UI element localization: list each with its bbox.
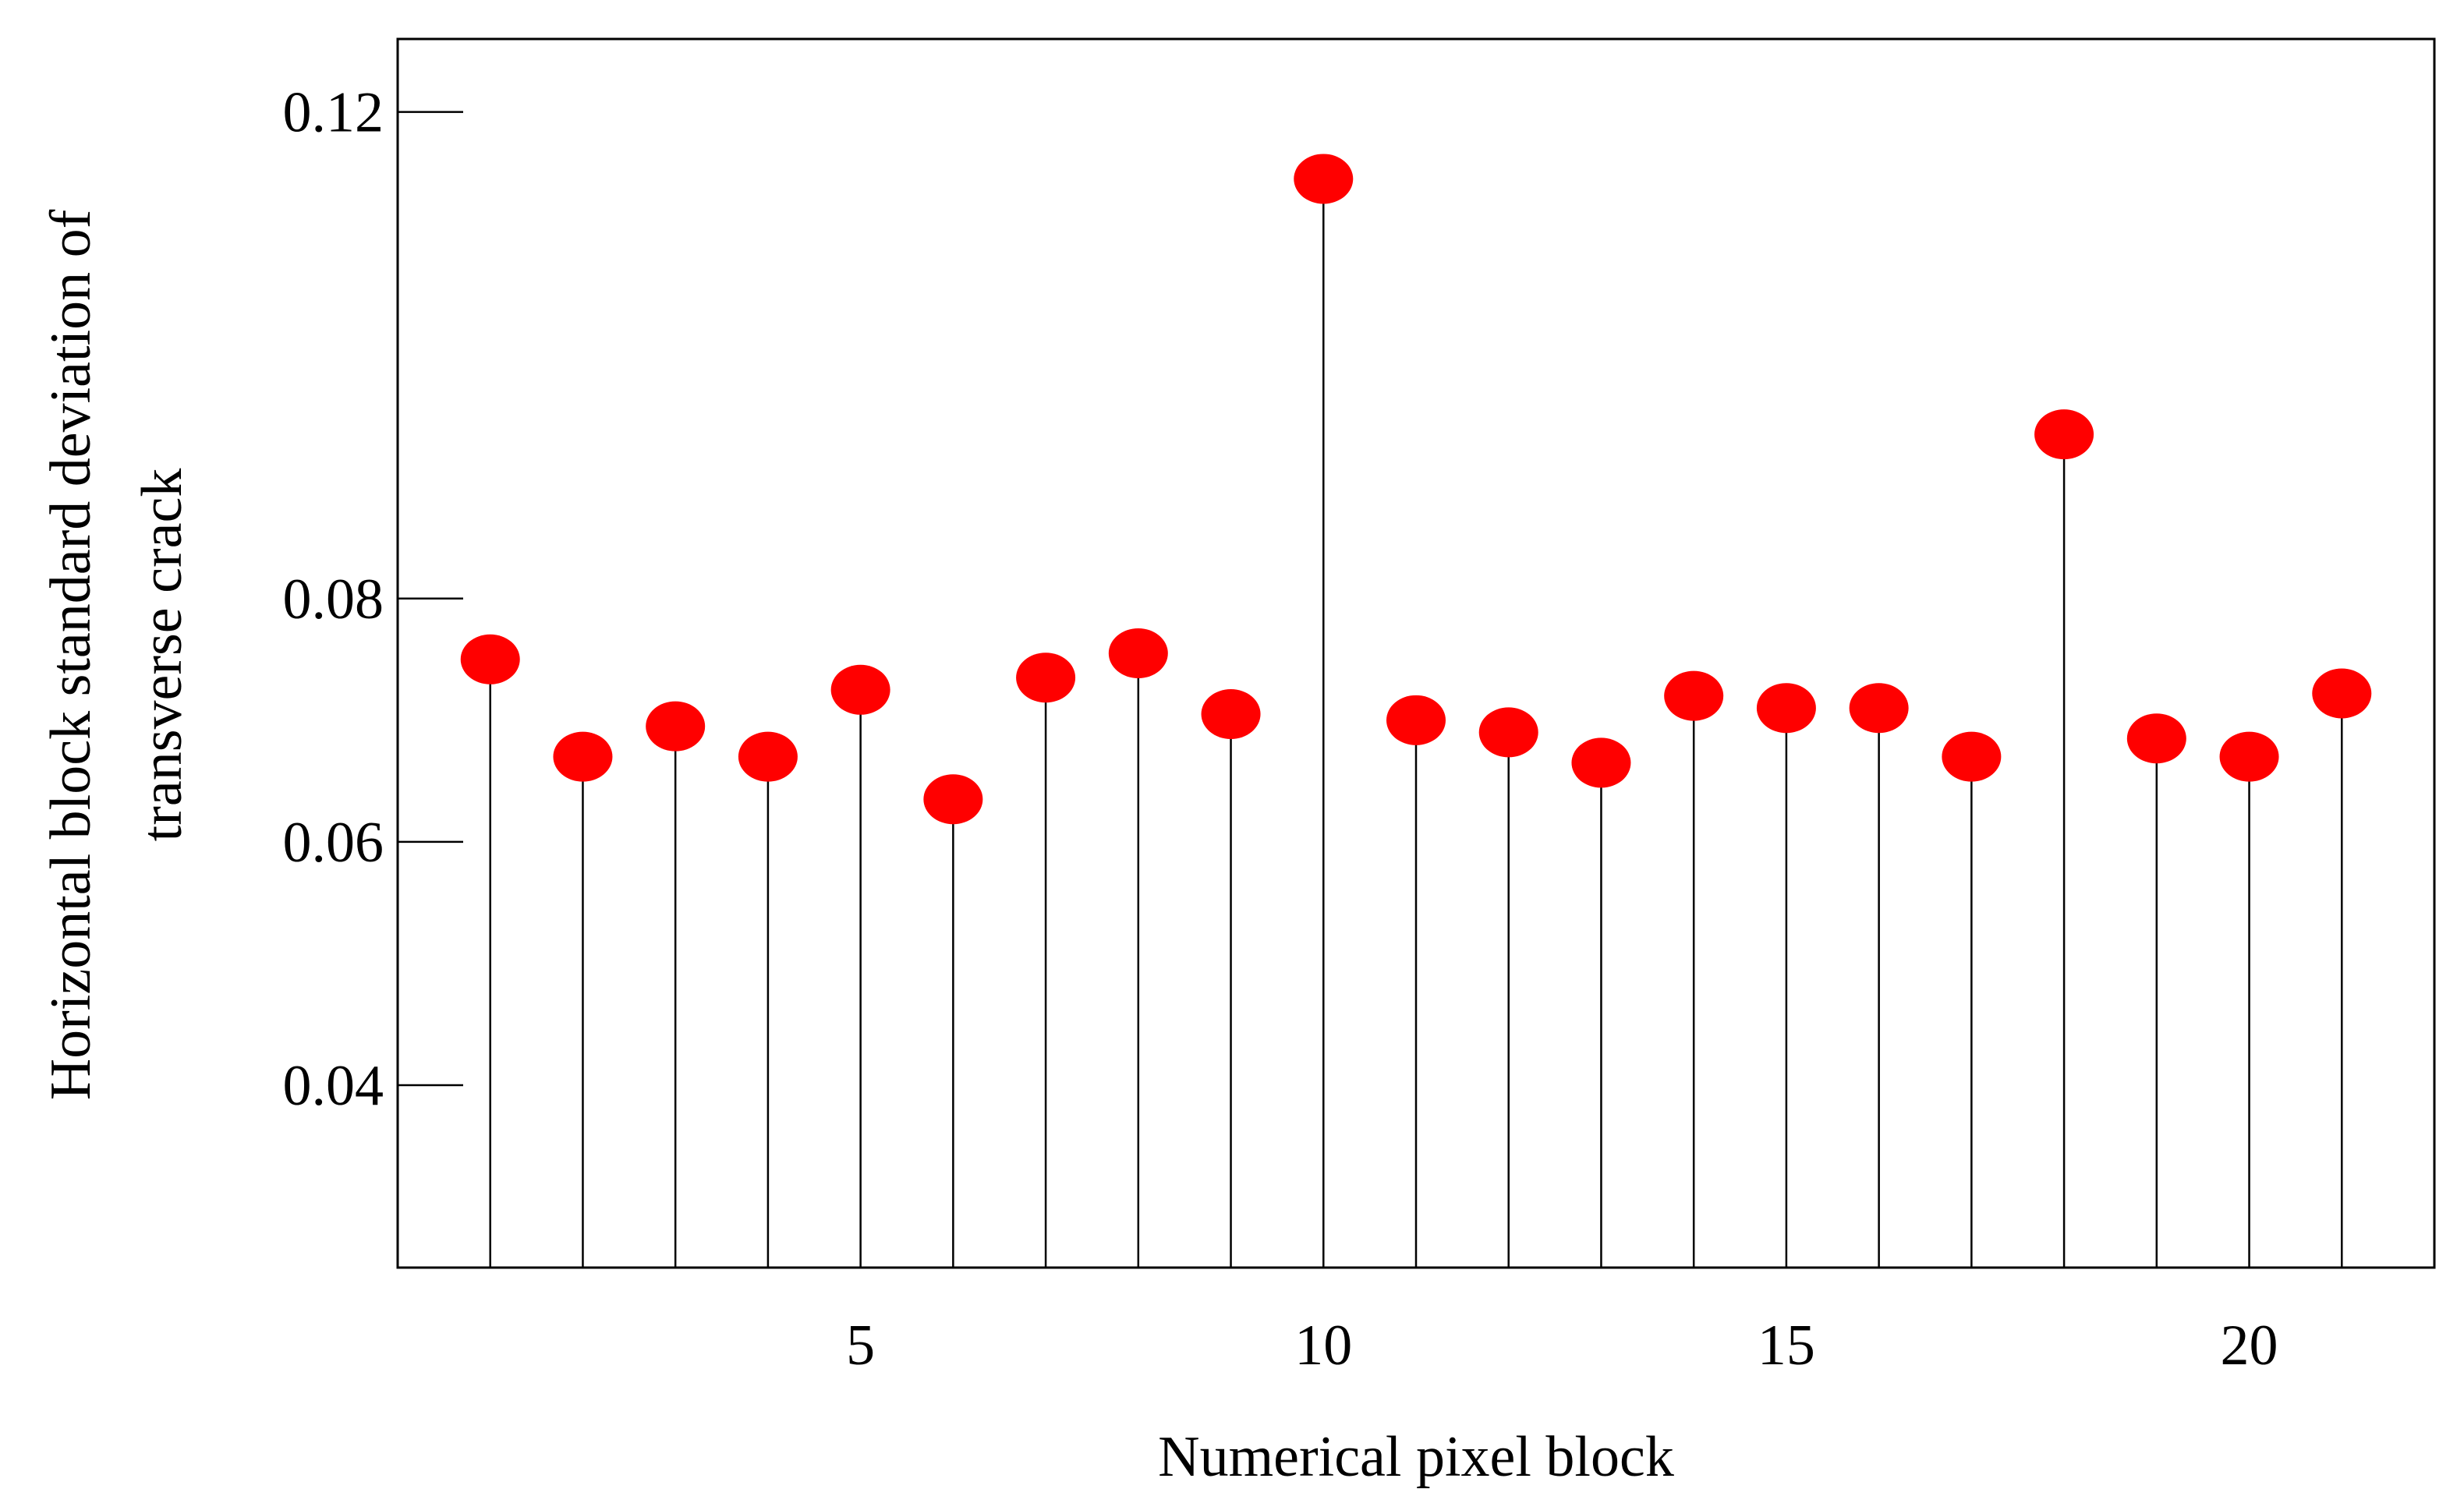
x-tick-label: 15 xyxy=(1758,1314,1815,1378)
y-tick-label: 0.04 xyxy=(283,1054,384,1118)
x-axis-ticks: 5 10 15 20 xyxy=(846,1314,2278,1378)
stems-group xyxy=(489,179,2343,1268)
data-point xyxy=(2219,731,2279,782)
data-point xyxy=(1201,689,1261,740)
data-point xyxy=(460,634,520,684)
data-point xyxy=(1016,653,1076,703)
y-tick-label: 0.12 xyxy=(283,81,384,145)
x-tick-label: 5 xyxy=(846,1314,875,1378)
data-point xyxy=(2034,409,2094,460)
data-point xyxy=(1571,737,1631,788)
y-axis-ticks: 0.04 0.06 0.08 0.12 xyxy=(283,81,463,1118)
data-point xyxy=(1294,154,1354,204)
data-point xyxy=(1386,695,1446,745)
data-point xyxy=(1478,707,1538,758)
y-tick-label: 0.08 xyxy=(283,568,384,631)
y-axis-label-line-1: Horizontal block standard deviation of xyxy=(39,209,103,1100)
y-axis-label-line-2: transverse crack xyxy=(130,469,194,842)
x-tick-label: 10 xyxy=(1294,1314,1352,1378)
data-point xyxy=(1664,670,1724,721)
data-point xyxy=(646,701,706,752)
x-axis-label: Numerical pixel block xyxy=(1158,1425,1674,1489)
markers-group xyxy=(460,154,2372,825)
x-tick-label: 20 xyxy=(2221,1314,2278,1378)
data-point xyxy=(830,664,890,715)
data-point xyxy=(553,731,613,782)
data-point xyxy=(2126,713,2186,764)
data-point xyxy=(2312,668,2372,719)
data-point xyxy=(1849,683,1909,734)
data-point xyxy=(1942,731,2002,782)
data-point xyxy=(1108,628,1168,678)
data-point xyxy=(923,774,983,825)
y-tick-label: 0.06 xyxy=(283,811,384,875)
data-point xyxy=(1756,683,1816,734)
data-point xyxy=(738,731,798,782)
